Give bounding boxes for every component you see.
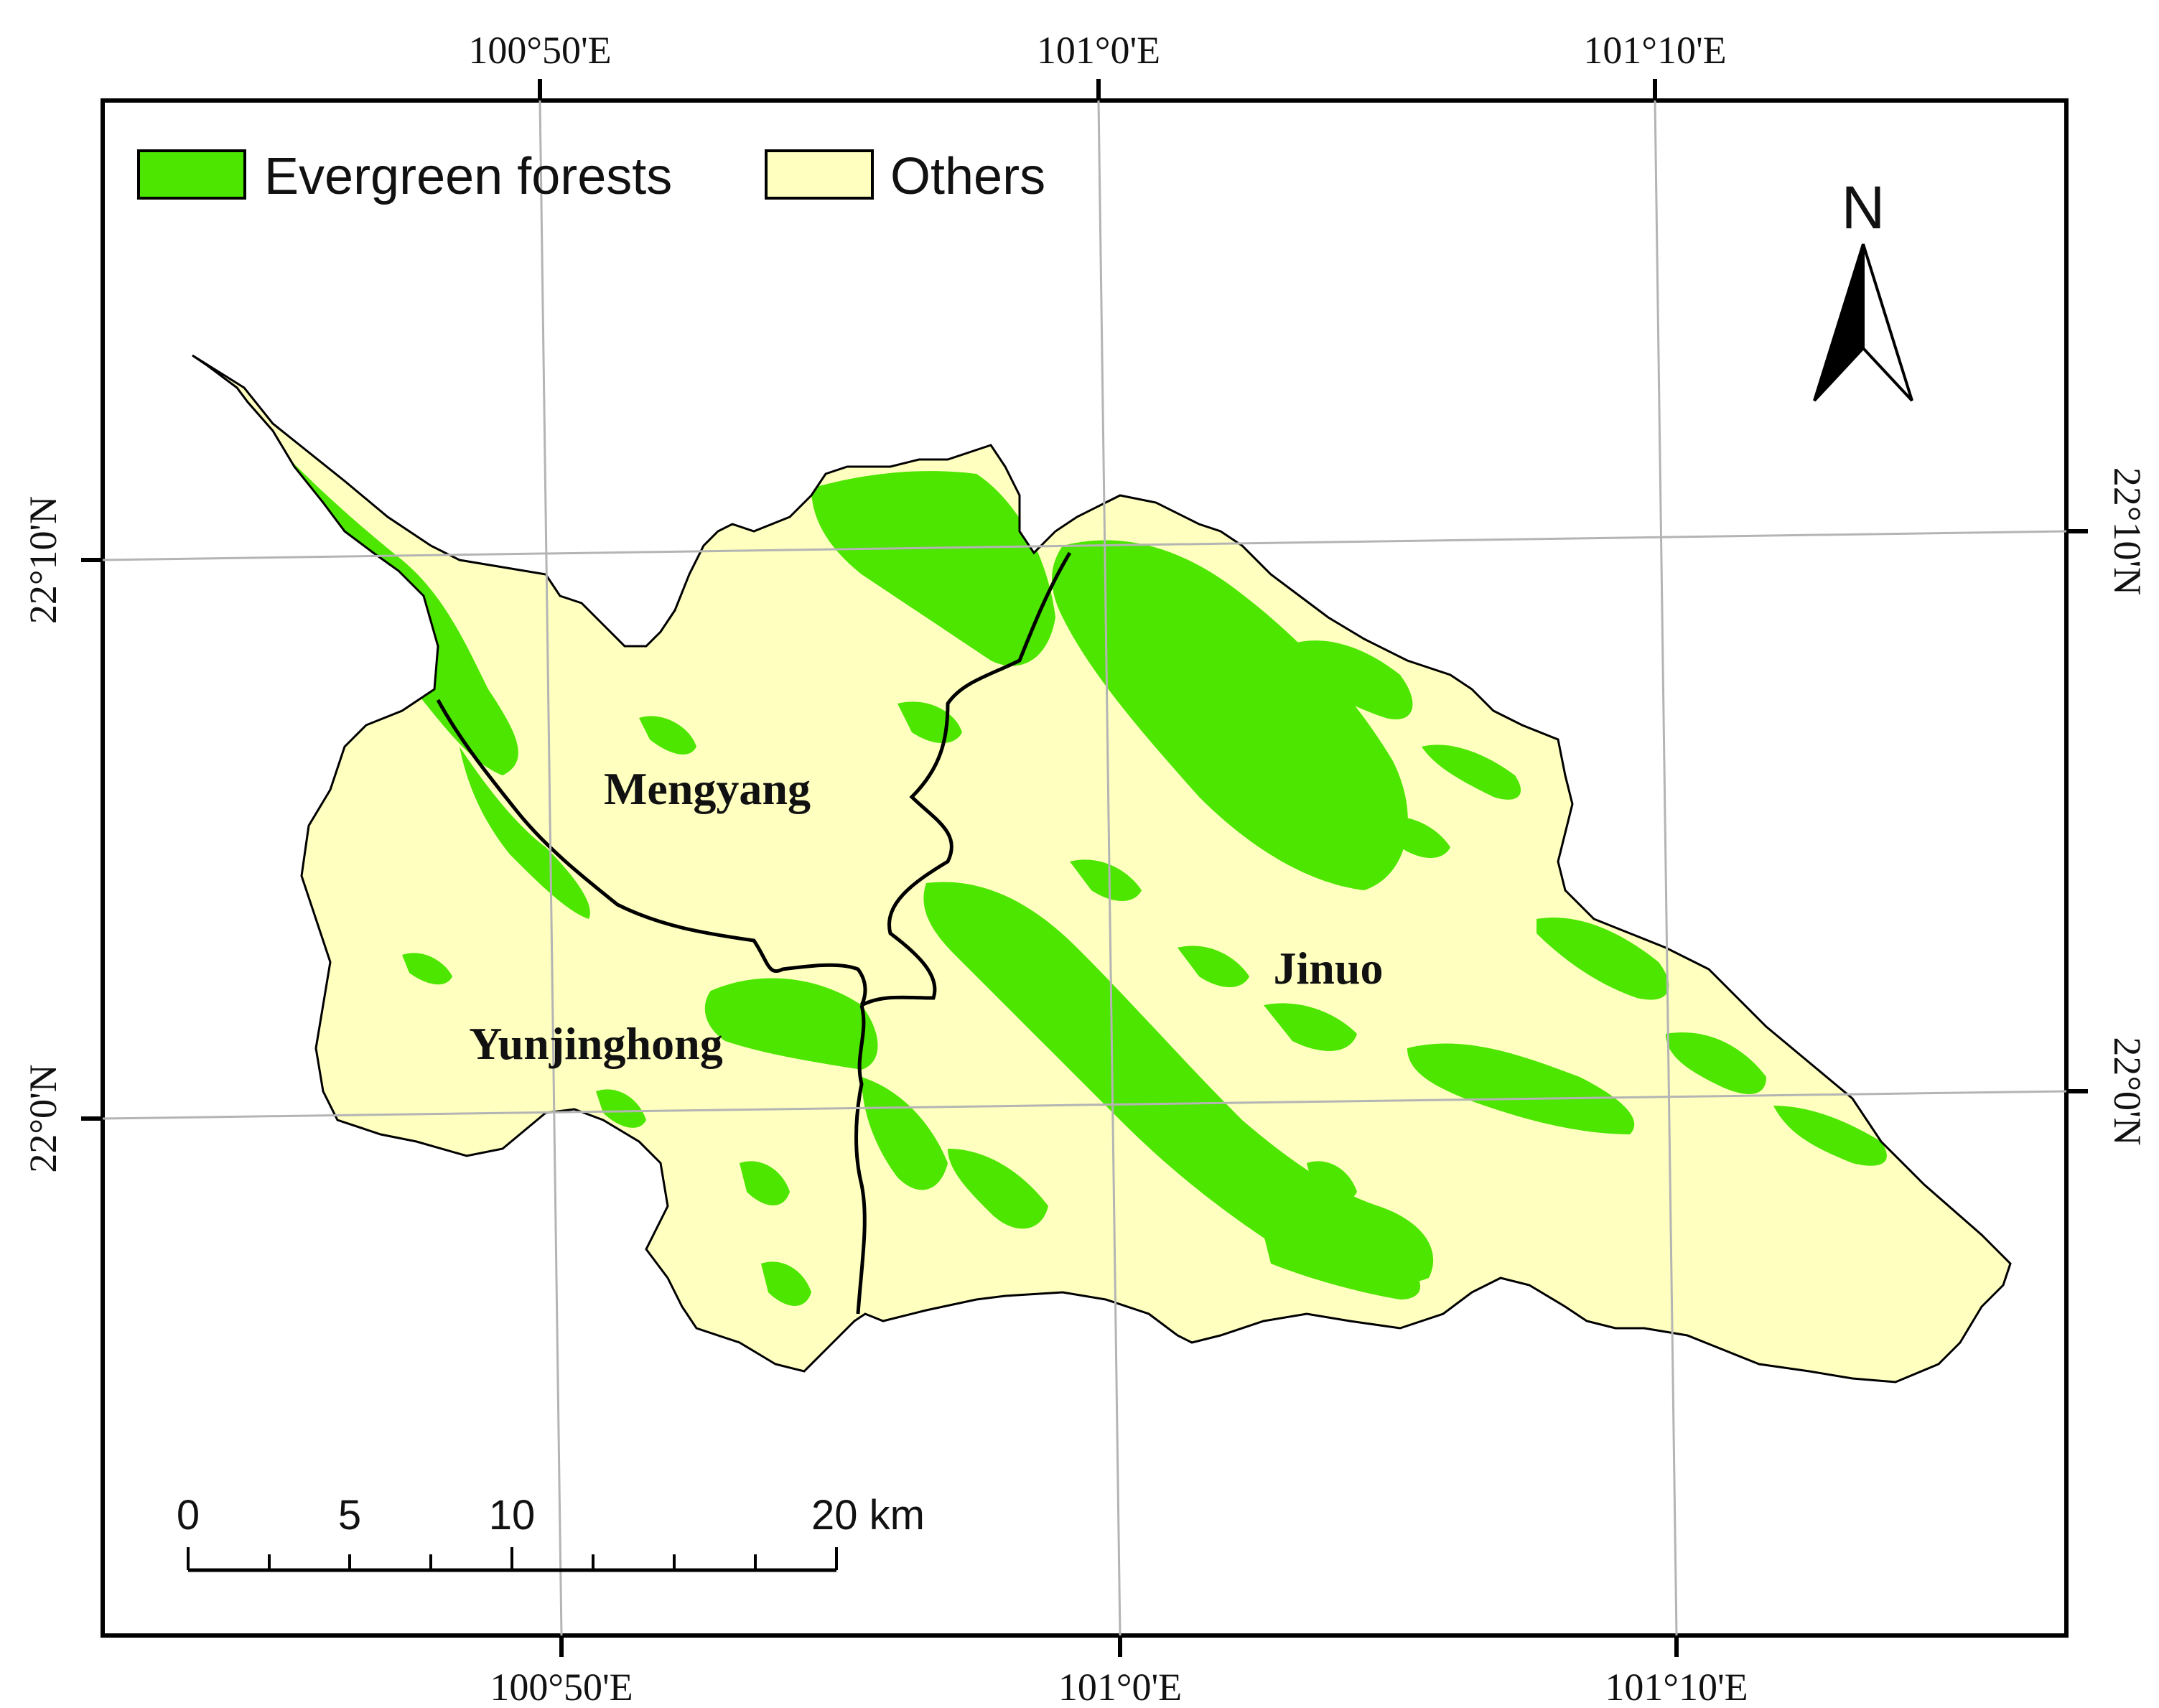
north-arrow-label: N [1842, 174, 1885, 241]
graticule-label-bottom-3: 101°10'E [1605, 1666, 1748, 1708]
boundary-yunjinghong-jinuo [854, 1004, 867, 1315]
study-area-outline [192, 354, 2012, 1383]
graticule-label-left-2: 22°0'N [22, 1064, 65, 1172]
graticule-meridian-100-50 [538, 100, 563, 1636]
legend-label-others: Others [890, 148, 1045, 205]
north-arrow: N [1813, 174, 1913, 402]
scale-bar: 0 5 10 20 km [177, 1492, 925, 1572]
legend-swatch-others [765, 149, 874, 200]
scale-bar-tick-20: 20 km [811, 1492, 925, 1539]
scale-bar-tick-0: 0 [177, 1492, 200, 1539]
graticule-parallel-22-0 [102, 1090, 2067, 1120]
graticule-label-left-1: 22°10'N [22, 496, 65, 624]
scale-bar-tick-10: 10 [489, 1492, 536, 1539]
legend-label-evergreen: Evergreen forests [264, 148, 672, 205]
boundary-mengyang-jinuo [860, 551, 1072, 1007]
graticule-label-top-3: 101°10'E [1583, 29, 1726, 72]
scale-bar-tick-5: 5 [338, 1492, 361, 1539]
graticule-parallel-22-10 [102, 530, 2067, 561]
graticule-label-top-1: 100°50'E [468, 29, 611, 72]
graticule-meridian-101-10 [1654, 100, 1678, 1636]
legend-swatch-evergreen [137, 149, 246, 200]
legend: Evergreen forests Others [137, 148, 1045, 205]
region-label-mengyang: Mengyang [604, 763, 811, 814]
region-label-jinuo: Jinuo [1274, 943, 1384, 994]
graticule-meridian-101-0 [1097, 100, 1122, 1636]
graticule-label-bottom-2: 101°0'E [1058, 1666, 1182, 1708]
graticule [102, 100, 2067, 1636]
boundary-mengyang-yunjinghong [436, 699, 867, 1007]
graticule-label-right-2: 22°0'N [2106, 1037, 2149, 1145]
graticule-ticks [81, 79, 2088, 1657]
graticule-label-top-2: 101°0'E [1037, 29, 1160, 72]
graticule-label-right-1: 22°10'N [2106, 467, 2149, 595]
graticule-label-bottom-1: 100°50'E [490, 1666, 633, 1708]
region-label-yunjinghong: Yunjinghong [469, 1018, 722, 1069]
north-arrow-right-half [1862, 243, 1913, 402]
